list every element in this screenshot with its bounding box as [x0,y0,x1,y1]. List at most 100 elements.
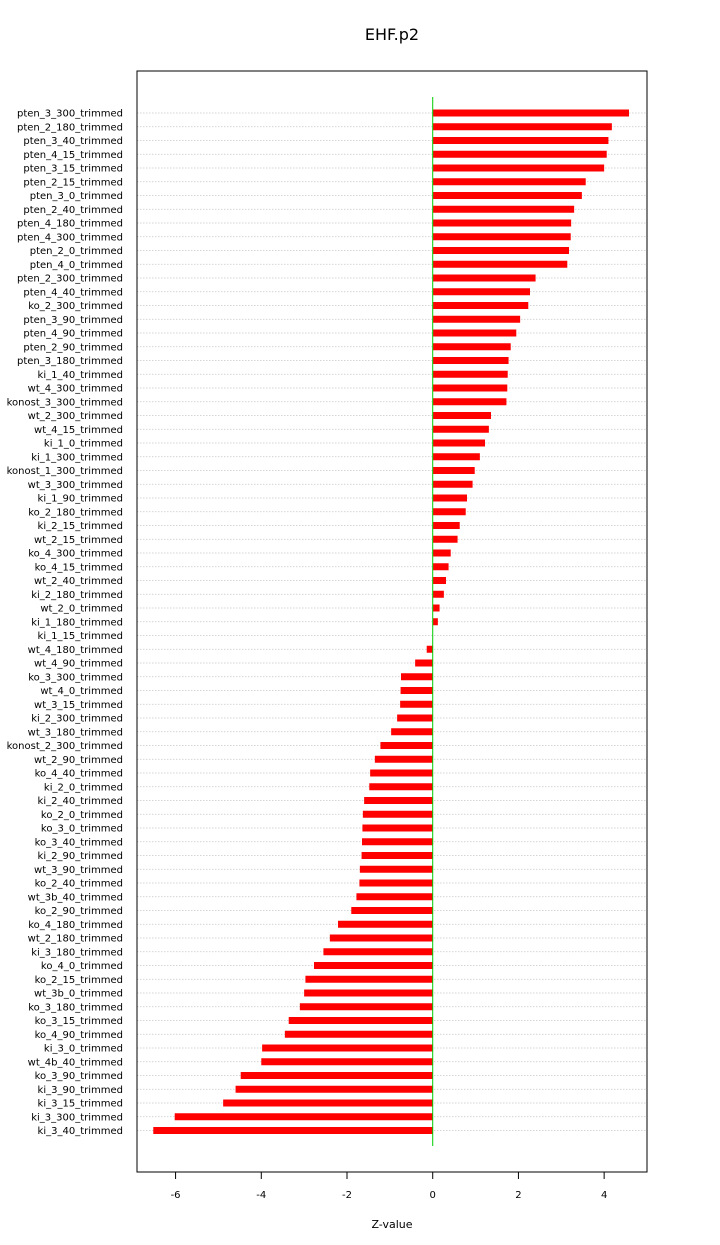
category-label: ki_2_180_trimmed [31,590,123,601]
category-label: wt_4b_40_trimmed [28,1057,123,1068]
category-label: wt_3_180_trimmed [28,727,123,738]
category-label: pten_2_300_trimmed [17,274,123,285]
category-label: ko_4_90_trimmed [35,1030,123,1041]
bar-ki_3_0_trimmed [262,1044,433,1052]
bar-ki_3_90_trimmed [235,1085,433,1093]
bar-pten_4_15_trimmed [432,150,607,158]
category-label: pten_2_40_trimmed [23,205,123,216]
bars [153,109,629,1134]
bar-pten_3_90_trimmed [432,315,521,323]
bar-ki_1_90_trimmed [432,494,467,502]
category-label: ko_2_40_trimmed [35,879,123,890]
category-label: wt_2_90_trimmed [34,755,123,766]
bar-ki_3_15_trimmed [223,1099,433,1107]
bar-ko_2_0_trimmed [362,810,433,818]
bar-ko_3_90_trimmed [240,1072,433,1079]
x-tick-label: 0 [430,1190,436,1201]
bar-konost_2_300_trimmed [380,742,433,749]
bar-pten_3_0_trimmed [432,192,582,199]
category-label: ki_2_15_trimmed [38,521,123,532]
bar-pten_2_15_trimmed [432,178,586,186]
category-label: ko_2_90_trimmed [35,906,123,917]
bar-wt_4_15_trimmed [432,425,489,433]
category-label: ki_2_0_trimmed [44,782,123,793]
category-label: pten_3_15_trimmed [23,164,123,175]
bar-pten_4_180_trimmed [432,219,572,227]
category-label: pten_3_40_trimmed [23,136,123,147]
category-label: ko_2_15_trimmed [35,975,123,986]
bar-pten_4_90_trimmed [432,329,517,337]
x-tick-label: 4 [601,1190,607,1201]
category-label: wt_4_90_trimmed [34,659,123,670]
bar-pten_2_40_trimmed [432,205,575,213]
bar-ko_4_0_trimmed [314,962,433,969]
category-label: wt_4_0_trimmed [40,686,123,697]
category-label: wt_3b_0_trimmed [34,989,123,1000]
category-label: wt_2_180_trimmed [28,934,123,945]
bar-ko_2_90_trimmed [351,907,433,914]
bar-ki_2_15_trimmed [432,522,460,529]
category-label: pten_2_15_trimmed [23,177,123,188]
category-label: wt_3_90_trimmed [34,865,123,876]
category-label: ki_1_300_trimmed [31,452,123,463]
category-label: ko_4_15_trimmed [35,562,123,573]
category-label: ki_1_15_trimmed [38,631,123,642]
category-label: wt_3b_40_trimmed [28,892,123,903]
category-label: pten_3_90_trimmed [23,315,123,326]
category-label: ko_4_180_trimmed [28,920,123,931]
bar-ko_4_180_trimmed [338,920,433,928]
x-axis-title: Z-value [371,1218,412,1231]
bar-ko_3_300_trimmed [401,673,433,681]
bar-ki_1_300_trimmed [432,453,480,461]
bar-pten_2_300_trimmed [432,274,536,282]
category-label: pten_4_90_trimmed [23,329,123,340]
x-tick-label: -6 [171,1190,181,1201]
bar-wt_3b_40_trimmed [356,893,433,901]
x-tick-label: -4 [256,1190,266,1201]
category-label: ki_3_90_trimmed [38,1085,123,1096]
category-label: pten_2_0_trimmed [30,246,123,257]
category-label: ko_4_40_trimmed [35,769,123,780]
bar-wt_2_300_trimmed [432,412,491,419]
category-label: pten_4_180_trimmed [17,219,123,230]
bar-ko_4_90_trimmed [284,1030,433,1038]
bar-ki_2_90_trimmed [361,852,433,859]
bar-ki_3_300_trimmed [174,1113,433,1121]
bar-wt_2_40_trimmed [432,577,446,584]
bar-wt_3_15_trimmed [400,700,433,708]
category-label: ko_3_15_trimmed [35,1016,123,1027]
category-label: ko_2_300_trimmed [28,301,123,312]
bar-ki_2_300_trimmed [397,714,433,722]
category-label: ko_3_300_trimmed [28,672,123,683]
bar-pten_2_90_trimmed [432,343,511,351]
bar-wt_3_180_trimmed [391,728,433,736]
category-label: pten_4_300_trimmed [17,232,123,243]
bar-wt_2_0_trimmed [432,604,440,612]
category-label: ko_2_0_trimmed [41,810,123,821]
bar-pten_3_40_trimmed [432,137,609,144]
category-label: pten_2_90_trimmed [23,342,123,353]
category-label: ki_3_15_trimmed [38,1099,123,1110]
category-label: pten_2_180_trimmed [17,122,123,133]
category-label: ki_1_40_trimmed [38,370,123,381]
category-label: pten_3_300_trimmed [17,109,123,120]
bar-pten_4_0_trimmed [432,260,568,268]
category-label: ko_3_90_trimmed [35,1071,123,1082]
bar-wt_4_90_trimmed [415,659,433,667]
bar-pten_3_300_trimmed [432,109,629,117]
chart-title: EHF.p2 [365,25,419,44]
category-label: wt_4_15_trimmed [34,425,123,436]
category-label: konost_3_300_trimmed [7,397,123,408]
bar-konost_1_300_trimmed [432,467,475,474]
bar-ki_2_40_trimmed [364,797,433,804]
x-axis: -6 -4 -2 0 2 4 [171,1171,607,1201]
bar-ki_2_180_trimmed [432,590,444,598]
category-label: pten_3_0_trimmed [30,191,123,202]
bar-wt_3_300_trimmed [432,480,473,488]
category-label: ko_2_180_trimmed [28,507,123,518]
bar-pten_4_40_trimmed [432,288,530,296]
category-label: ki_3_180_trimmed [31,947,123,958]
category-label: ko_3_180_trimmed [28,1002,123,1013]
bar-wt_2_180_trimmed [329,934,433,942]
